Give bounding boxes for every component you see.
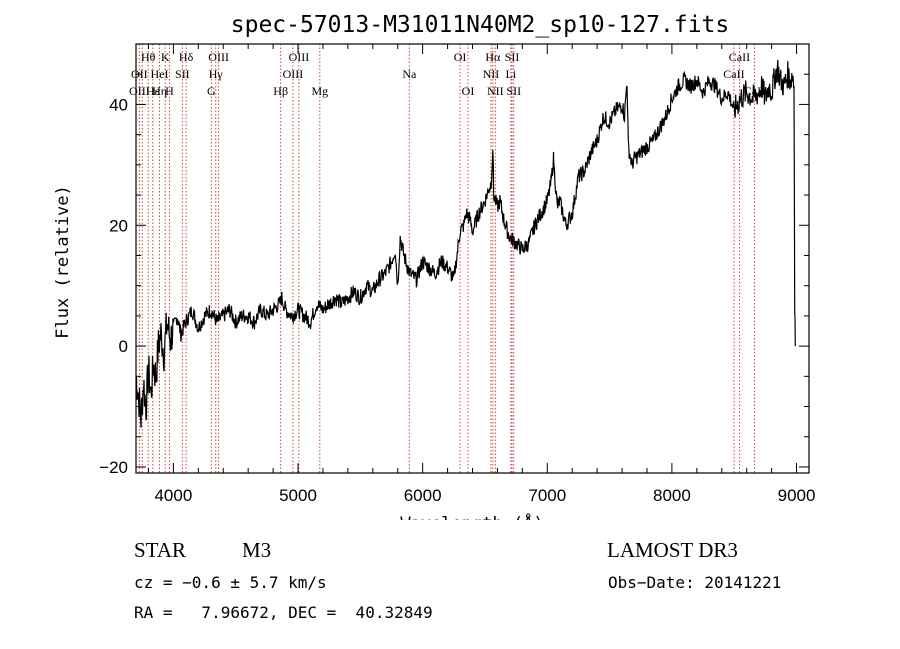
line-label: CaII [723,67,744,81]
line-label: OIII [129,84,150,98]
line-label: Hδ [179,50,194,64]
line-label: Hθ [141,50,156,64]
line-label: Hε [146,84,160,98]
line-label: H [165,84,174,98]
line-label: Mg [311,84,328,98]
x-axis-label: Wavelength (Å) [400,512,543,520]
x-tick-label: 7000 [528,486,566,505]
line-label: OIII [208,50,229,64]
chart-title: spec-57013-M31011N40M2_sp10-127.fits [231,12,730,38]
x-tick-label: 4000 [154,486,192,505]
x-tick-label: 6000 [404,486,442,505]
line-label: OIII [283,67,304,81]
y-tick-label: −20 [99,458,128,477]
line-label: Hη [152,84,167,98]
line-label: OIII [289,50,310,64]
y-tick-label: 40 [109,95,128,114]
line-label: NII [487,84,504,98]
line-label: SII [506,84,521,98]
observation-date: Obs−Date: 20141221 [608,573,782,592]
spectrum-chart: spec-57013-M31011N40M2_sp10-127.fits Hθ K… [53,12,815,520]
x-tick-label: 8000 [653,486,691,505]
line-label: SII [505,50,520,64]
object-class: STAR [134,538,186,562]
x-tick-label: 5000 [279,486,317,505]
line-label: Li [506,67,517,81]
line-label: K [161,50,170,64]
line-label: OI [462,84,475,98]
x-tick-label: 9000 [778,486,816,505]
line-label: SII [175,67,190,81]
redshift-cz: cz = −0.6 ± 5.7 km/s [134,573,327,592]
object-subclass: M3 [242,538,272,562]
y-axis-label: Flux (relative) [53,185,73,339]
line-label: Na [402,67,417,81]
plot-frame [135,43,810,474]
line-label: Hβ [273,84,288,98]
line-label: OI [454,50,467,64]
survey-name: LAMOST DR3 [607,538,738,562]
y-tick-label: 0 [119,337,128,356]
spectral-line-markers [138,44,755,473]
line-label: CaII [729,50,750,64]
line-label: Hγ [209,67,224,81]
y-tick-label: 20 [109,216,128,235]
line-label: NII [483,67,500,81]
line-label: HeI [151,67,169,81]
line-label: G [207,84,216,98]
axis-ticks: 4000 5000 6000 7000 8000 9000 −20 0 20 40 [99,44,815,505]
line-label: Hα [485,50,501,64]
spectrum-line [135,59,796,428]
ra-dec-coordinates: RA = 7.96672, DEC = 40.32849 [134,603,433,622]
